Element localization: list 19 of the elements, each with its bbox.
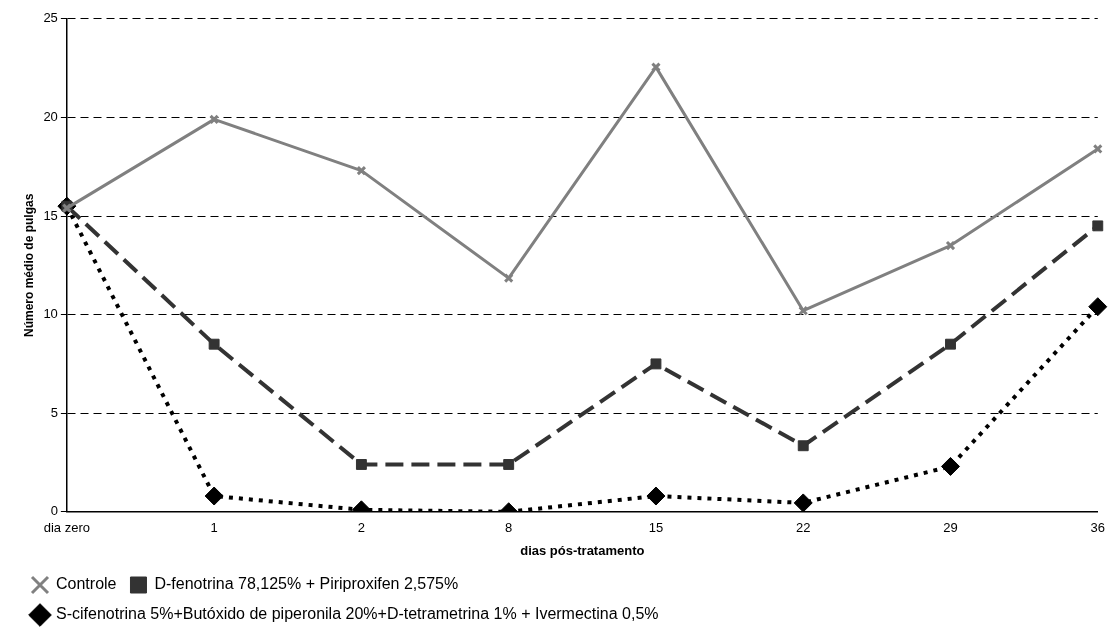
x-tick-label: 36 xyxy=(1090,520,1105,536)
x-tick-label: 22 xyxy=(795,520,811,536)
y-tick-label: 25 xyxy=(43,10,58,26)
y-tick-label: 5 xyxy=(50,404,58,420)
y-axis-title: Número médio de pulgas xyxy=(21,193,36,337)
legend-label: S-cifenotrina 5%+Butóxido de piperonila 20%+D-tetrametrina 1% + Ivermectina 0,5% xyxy=(56,605,659,623)
y-tick-label: 20 xyxy=(43,108,58,124)
x-tick-label: 2 xyxy=(357,520,366,536)
x-tick-label: 1 xyxy=(210,520,218,536)
y-tick-label: 0 xyxy=(50,503,58,519)
legend-label: D-fenotrina 78,125% + Piriproxifen 2,575% xyxy=(154,575,459,593)
y-tick-label: 10 xyxy=(43,306,58,322)
x-tick-label: dia zero xyxy=(43,520,90,536)
x-tick-label: 29 xyxy=(943,520,958,536)
x-tick-label: 15 xyxy=(648,520,664,536)
x-tick-label: 8 xyxy=(505,520,513,536)
y-tick-label: 15 xyxy=(43,207,58,223)
x-axis-title: dias pós-tratamento xyxy=(520,542,645,558)
legend-label: Controle xyxy=(56,575,117,593)
